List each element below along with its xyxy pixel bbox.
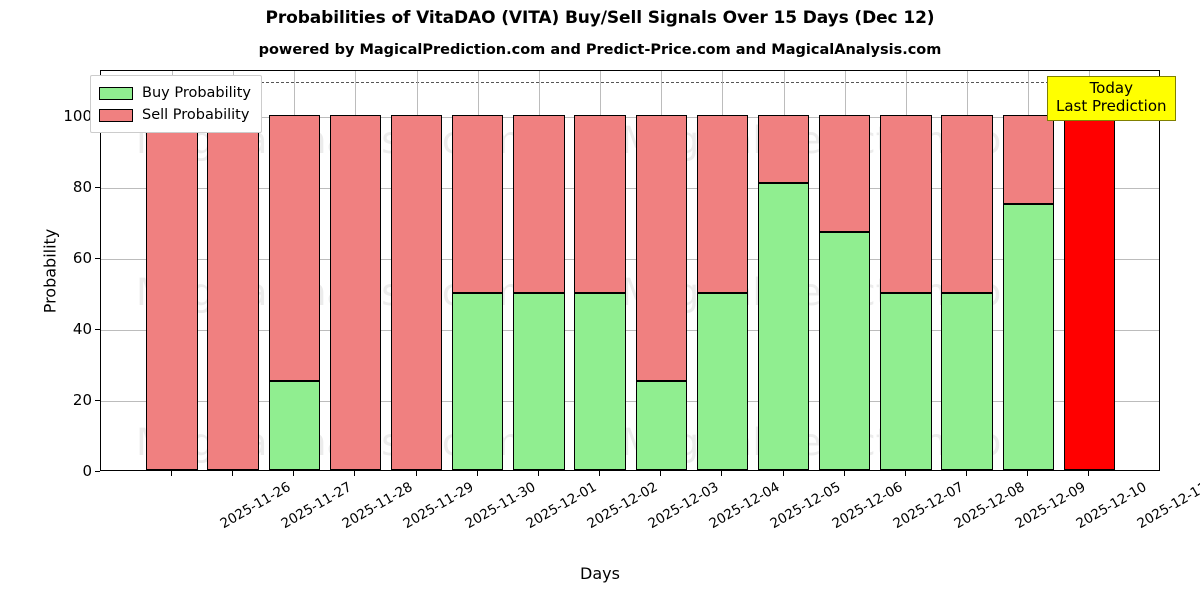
x-tick-mark bbox=[660, 471, 662, 476]
x-tick-mark bbox=[170, 471, 172, 476]
bar-2025-12-07[interactable] bbox=[819, 71, 871, 470]
x-tick-mark bbox=[293, 471, 295, 476]
bar-segment-buy bbox=[268, 381, 320, 470]
x-tick-mark bbox=[476, 471, 478, 476]
x-tick-mark bbox=[1027, 471, 1029, 476]
bar-2025-12-05[interactable] bbox=[696, 71, 749, 470]
bar-segment-buy bbox=[452, 292, 504, 470]
y-gridline bbox=[101, 117, 1159, 119]
y-gridline bbox=[101, 188, 1159, 190]
y-tick-label: 80 bbox=[72, 178, 92, 197]
chart-subtitle: powered by MagicalPrediction.com and Pre… bbox=[258, 42, 942, 58]
x-tick-mark bbox=[415, 471, 417, 476]
bar-segment-buy bbox=[819, 232, 871, 470]
today-annotation-line2: Last Prediction bbox=[1056, 96, 1167, 115]
x-tick-mark bbox=[721, 471, 723, 476]
bar-2025-11-26[interactable] bbox=[146, 71, 198, 470]
bar-2025-12-04[interactable] bbox=[635, 71, 687, 470]
legend-label-sell: Sell Probability bbox=[142, 107, 250, 123]
bar-segment-buy bbox=[1002, 203, 1054, 470]
x-axis-label: Days bbox=[580, 564, 620, 583]
bar-segment-sell bbox=[1002, 115, 1054, 204]
bar-2025-12-11[interactable] bbox=[1063, 71, 1116, 470]
bar-segment-sell bbox=[757, 115, 810, 183]
bar-segment-sell bbox=[635, 115, 687, 382]
today-annotation-line1: Today bbox=[1089, 79, 1133, 97]
y-tick-label: 40 bbox=[72, 320, 92, 339]
y-tick-label: 100 bbox=[63, 107, 92, 126]
bar-segment-sell bbox=[452, 115, 504, 293]
bar-segment-buy bbox=[513, 292, 565, 470]
bar-segment-sell bbox=[941, 115, 993, 293]
bar-segment-sell bbox=[329, 115, 382, 470]
bar-2025-11-28[interactable] bbox=[268, 71, 320, 470]
chart-legend: Buy Probability Sell Probability bbox=[90, 75, 262, 133]
bar-segment-buy bbox=[635, 381, 687, 470]
bar-segment-sell bbox=[574, 115, 626, 293]
x-tick-mark bbox=[843, 471, 845, 476]
bar-segment-sell bbox=[390, 115, 443, 470]
bar-2025-12-10[interactable] bbox=[1002, 71, 1054, 470]
x-tick-mark bbox=[354, 471, 356, 476]
bar-2025-12-06[interactable] bbox=[757, 71, 810, 470]
y-gridline bbox=[101, 401, 1159, 403]
bar-segment-sell bbox=[268, 115, 320, 382]
y-gridline bbox=[101, 330, 1159, 332]
bar-2025-11-30[interactable] bbox=[390, 71, 443, 470]
legend-item-buy: Buy Probability bbox=[99, 82, 251, 104]
reference-dashed-line bbox=[101, 81, 1159, 83]
bar-segment-sell bbox=[696, 115, 749, 293]
bar-segment-sell bbox=[513, 115, 565, 293]
bar-segment-buy bbox=[574, 292, 626, 470]
bar-segment-buy bbox=[696, 292, 749, 470]
bar-segment-today bbox=[1063, 115, 1116, 470]
x-tick-mark bbox=[537, 471, 539, 476]
y-tick-mark bbox=[95, 187, 100, 189]
y-gridline bbox=[101, 259, 1159, 261]
bar-2025-11-27[interactable] bbox=[207, 71, 259, 470]
x-tick-mark bbox=[782, 471, 784, 476]
legend-item-sell: Sell Probability bbox=[99, 104, 251, 126]
bar-2025-12-03[interactable] bbox=[574, 71, 626, 470]
bar-2025-12-08[interactable] bbox=[880, 71, 932, 470]
bar-2025-12-09[interactable] bbox=[941, 71, 993, 470]
x-tick-mark bbox=[599, 471, 601, 476]
y-tick-mark bbox=[95, 400, 100, 402]
bar-segment-sell bbox=[819, 115, 871, 233]
y-tick-mark bbox=[95, 471, 100, 472]
bar-segment-sell bbox=[207, 115, 259, 470]
bar-2025-12-01[interactable] bbox=[452, 71, 504, 470]
y-axis-label-wrapper: Probability bbox=[22, 70, 60, 471]
x-tick-mark bbox=[232, 471, 234, 476]
bar-segment-buy bbox=[880, 292, 932, 470]
bar-segment-sell bbox=[146, 115, 198, 470]
x-tick-mark bbox=[966, 471, 968, 476]
legend-swatch-buy bbox=[99, 86, 133, 100]
x-tick-mark bbox=[904, 471, 906, 476]
chart-title: Probabilities of VitaDAO (VITA) Buy/Sell… bbox=[265, 8, 935, 28]
y-tick-mark bbox=[95, 329, 100, 331]
legend-label-buy: Buy Probability bbox=[142, 85, 251, 101]
legend-swatch-sell bbox=[99, 108, 133, 122]
x-tick-mark bbox=[1088, 471, 1090, 476]
bar-segment-sell bbox=[880, 115, 932, 293]
bar-2025-12-02[interactable] bbox=[513, 71, 565, 470]
bar-segment-buy bbox=[941, 292, 993, 470]
bar-2025-11-29[interactable] bbox=[329, 71, 382, 470]
today-annotation: Today Last Prediction bbox=[1047, 76, 1176, 122]
y-tick-label: 60 bbox=[72, 249, 92, 268]
y-tick-label: 20 bbox=[72, 391, 92, 410]
y-tick-mark bbox=[95, 258, 100, 260]
bar-segment-buy bbox=[757, 182, 810, 470]
y-tick-label: 0 bbox=[82, 462, 92, 480]
